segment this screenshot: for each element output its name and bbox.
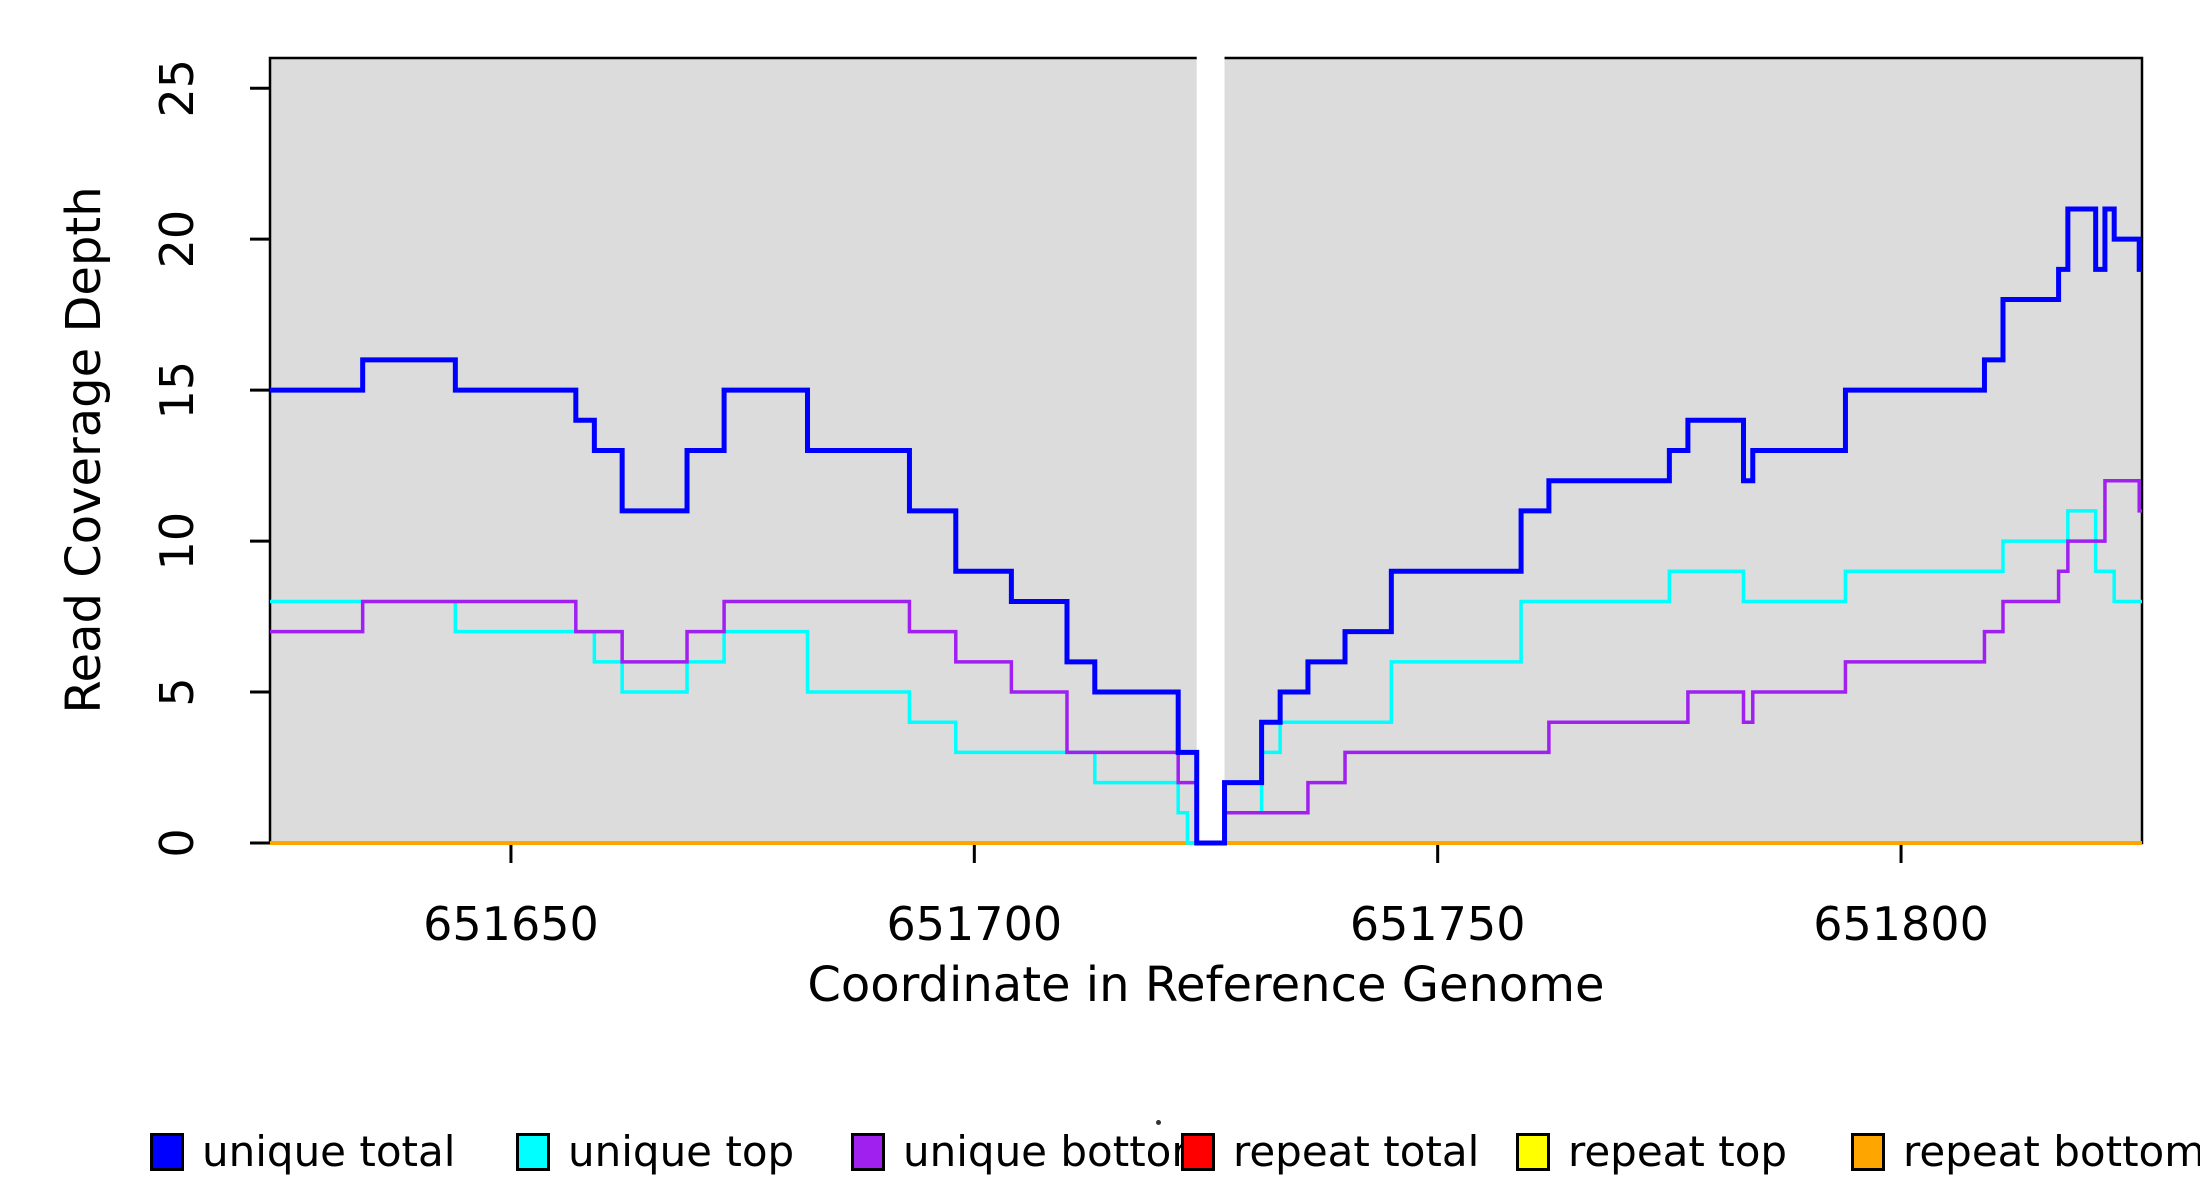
legend-item-unique-bottom: unique bottom — [851, 1128, 1212, 1176]
y-tick-label: 5 — [150, 677, 204, 706]
legend-label: repeat total — [1233, 1127, 1480, 1176]
y-tick-label: 20 — [150, 210, 204, 269]
y-tick-label: 25 — [150, 59, 204, 118]
legend-item-unique-top: unique top — [516, 1128, 794, 1176]
legend-label: repeat top — [1568, 1127, 1788, 1176]
legend-label: unique bottom — [903, 1127, 1213, 1176]
legend-swatch-repeat-top — [1516, 1133, 1550, 1171]
x-tick-label: 651650 — [423, 897, 599, 951]
y-tick-label: 0 — [150, 828, 204, 857]
legend: unique total unique top unique bottom repea… — [0, 1128, 2200, 1188]
legend-swatch-repeat-total — [1181, 1133, 1215, 1171]
series-line-unique-total — [270, 206, 2142, 846]
legend-swatch-unique-total — [150, 1133, 184, 1171]
legend-item-repeat-bottom: repeat bottom — [1851, 1128, 2200, 1176]
legend-item-repeat-total: repeat total — [1181, 1128, 1479, 1176]
legend-swatch-unique-bottom — [851, 1133, 885, 1171]
legend-swatch-unique-top — [516, 1133, 550, 1171]
legend-label: unique total — [202, 1127, 456, 1176]
x-tick-label: 651750 — [1350, 897, 1526, 951]
x-tick-label: 651800 — [1813, 897, 1989, 951]
x-axis-title: Coordinate in Reference Genome — [807, 957, 1605, 1013]
legend-label: unique top — [568, 1127, 795, 1176]
y-axis-title: Read Coverage Depth — [56, 186, 112, 714]
series-line-unique-bottom — [270, 478, 2142, 845]
legend-item-unique-total: unique total — [150, 1128, 455, 1176]
y-tick-label: 10 — [150, 512, 204, 571]
stray-dot — [1156, 1120, 1161, 1125]
legend-item-repeat-top: repeat top — [1516, 1128, 1787, 1176]
x-tick-label: 651700 — [887, 897, 1063, 951]
legend-swatch-repeat-bottom — [1851, 1133, 1885, 1171]
y-tick-label: 15 — [150, 361, 204, 420]
coverage-gap — [1196, 40, 1225, 841]
legend-label: repeat bottom — [1903, 1127, 2200, 1176]
